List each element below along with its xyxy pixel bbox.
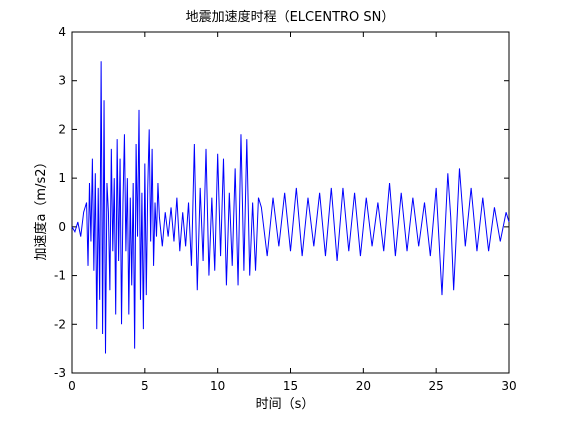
x-tick-label: 15 xyxy=(283,379,298,393)
y-tick-label: 0 xyxy=(58,220,66,234)
y-tick-label: 1 xyxy=(58,171,66,185)
chart-title: 地震加速度时程（ELCENTRO SN） xyxy=(186,9,395,25)
y-tick-label: 2 xyxy=(58,122,66,136)
x-tick-label: 20 xyxy=(356,379,371,393)
y-tick-label: 3 xyxy=(58,74,66,88)
x-axis-label: 时间（s） xyxy=(256,397,315,412)
axis-ticks xyxy=(71,31,510,374)
x-tick-label: 10 xyxy=(210,379,225,393)
y-tick-label: -3 xyxy=(54,366,66,380)
y-tick-label: 4 xyxy=(58,25,66,39)
y-tick-label: -1 xyxy=(54,269,66,283)
x-tick-label: 0 xyxy=(68,379,76,393)
y-axis-label: 加速度a（m/s2） xyxy=(33,155,49,260)
axis-tick-labels: 0 5 10 15 20 25 30 -3 -2 -1 0 1 2 3 4 xyxy=(54,25,517,393)
x-tick-label: 25 xyxy=(429,379,444,393)
x-tick-label: 30 xyxy=(501,379,516,393)
y-tick-label: -2 xyxy=(54,317,66,331)
series-line xyxy=(71,61,510,354)
x-tick-label: 5 xyxy=(141,379,149,393)
